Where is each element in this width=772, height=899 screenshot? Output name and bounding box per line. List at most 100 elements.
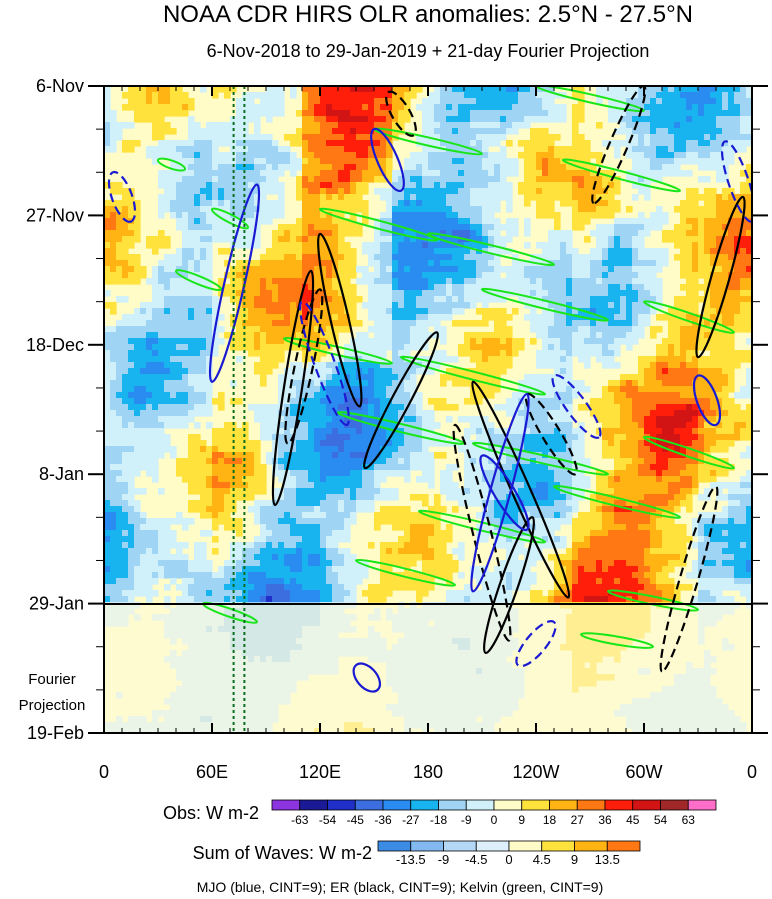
anomaly-cell	[194, 308, 201, 315]
anomaly-cell	[320, 266, 327, 273]
anomaly-cell	[386, 338, 393, 345]
anomaly-cell	[158, 386, 165, 393]
anomaly-cell	[146, 314, 153, 321]
anomaly-cell	[170, 398, 177, 405]
anomaly-cell	[230, 146, 237, 153]
anomaly-cell	[686, 308, 693, 315]
anomaly-cell	[266, 146, 273, 153]
anomaly-cell	[290, 86, 297, 93]
anomaly-cell	[686, 344, 693, 351]
anomaly-cell	[158, 104, 165, 111]
anomaly-cell	[638, 368, 645, 375]
anomaly-cell	[146, 416, 153, 423]
anomaly-cell	[548, 320, 555, 327]
anomaly-cell	[410, 362, 417, 369]
anomaly-cell	[524, 104, 531, 111]
anomaly-cell	[344, 290, 351, 297]
anomaly-cell	[464, 164, 471, 171]
anomaly-cell	[698, 164, 705, 171]
anomaly-cell	[206, 206, 213, 213]
anomaly-cell	[560, 338, 567, 345]
anomaly-cell	[422, 266, 429, 273]
anomaly-cell	[608, 242, 615, 249]
anomaly-cell	[116, 260, 123, 267]
anomaly-cell	[512, 344, 519, 351]
anomaly-cell	[602, 92, 609, 99]
anomaly-cell	[602, 248, 609, 255]
anomaly-cell	[116, 230, 123, 237]
anomaly-cell	[680, 392, 687, 399]
anomaly-cell	[392, 98, 399, 105]
anomaly-cell	[416, 290, 423, 297]
anomaly-cell	[524, 116, 531, 123]
anomaly-cell	[404, 350, 411, 357]
anomaly-cell	[308, 110, 315, 117]
anomaly-cell	[140, 266, 147, 273]
anomaly-cell	[200, 296, 207, 303]
anomaly-cell	[512, 170, 519, 177]
anomaly-cell	[584, 218, 591, 225]
anomaly-cell	[542, 206, 549, 213]
anomaly-cell	[560, 422, 567, 429]
anomaly-cell	[746, 338, 752, 345]
anomaly-cell	[176, 158, 183, 165]
anomaly-cell	[278, 194, 285, 201]
anomaly-cell	[302, 290, 309, 297]
anomaly-cell	[680, 350, 687, 357]
anomaly-cell	[110, 230, 117, 237]
anomaly-cell	[134, 326, 141, 333]
anomaly-cell	[470, 200, 477, 207]
anomaly-cell	[350, 380, 357, 387]
anomaly-cell	[572, 314, 579, 321]
anomaly-cell	[704, 146, 711, 153]
anomaly-cell	[410, 188, 417, 195]
obs-anomaly-field	[104, 86, 752, 733]
anomaly-cell	[218, 152, 225, 159]
anomaly-cell	[710, 308, 717, 315]
anomaly-cell	[608, 386, 615, 393]
anomaly-cell	[224, 86, 231, 93]
anomaly-cell	[716, 200, 723, 207]
anomaly-cell	[332, 404, 339, 411]
anomaly-cell	[668, 92, 675, 99]
anomaly-cell	[716, 122, 723, 129]
anomaly-cell	[578, 290, 585, 297]
anomaly-cell	[464, 284, 471, 291]
anomaly-cell	[656, 170, 663, 177]
anomaly-cell	[674, 152, 681, 159]
anomaly-cell	[320, 116, 327, 123]
anomaly-cell	[686, 248, 693, 255]
anomaly-cell	[722, 218, 729, 225]
anomaly-cell	[662, 362, 669, 369]
anomaly-cell	[674, 128, 681, 135]
anomaly-cell	[104, 326, 111, 333]
anomaly-cell	[170, 170, 177, 177]
anomaly-cell	[350, 92, 357, 99]
anomaly-cell	[152, 152, 159, 159]
anomaly-cell	[566, 152, 573, 159]
anomaly-cell	[704, 242, 711, 249]
anomaly-cell	[194, 284, 201, 291]
anomaly-cell	[716, 266, 723, 273]
anomaly-cell	[734, 392, 741, 399]
anomaly-cell	[350, 104, 357, 111]
anomaly-cell	[488, 392, 495, 399]
anomaly-cell	[494, 140, 501, 147]
anomaly-cell	[716, 146, 723, 153]
anomaly-cell	[602, 230, 609, 237]
anomaly-cell	[290, 254, 297, 261]
anomaly-cell	[548, 362, 555, 369]
anomaly-cell	[698, 266, 705, 273]
anomaly-cell	[500, 182, 507, 189]
anomaly-cell	[482, 314, 489, 321]
anomaly-cell	[506, 236, 513, 243]
anomaly-cell	[350, 272, 357, 279]
anomaly-cell	[650, 302, 657, 309]
anomaly-cell	[608, 302, 615, 309]
anomaly-cell	[278, 266, 285, 273]
anomaly-cell	[242, 224, 249, 231]
anomaly-cell	[416, 392, 423, 399]
anomaly-cell	[128, 98, 135, 105]
anomaly-cell	[254, 92, 261, 99]
anomaly-cell	[434, 212, 441, 219]
